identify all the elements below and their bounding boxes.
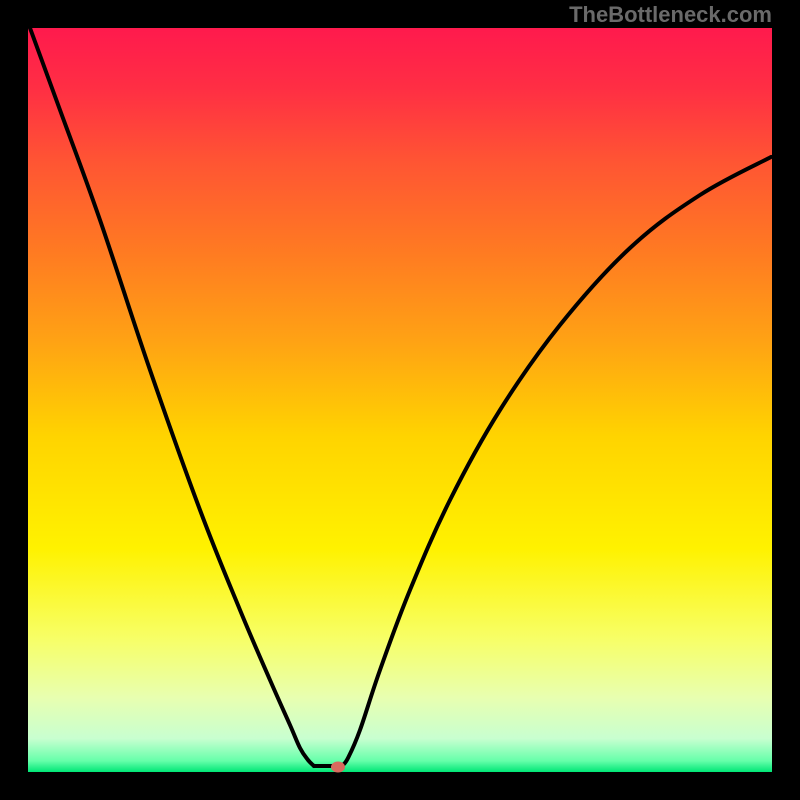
optimal-point-marker: [331, 762, 345, 773]
gradient-plot-area: [28, 28, 772, 772]
watermark-text: TheBottleneck.com: [569, 2, 772, 28]
chart-container: TheBottleneck.com: [0, 0, 800, 800]
